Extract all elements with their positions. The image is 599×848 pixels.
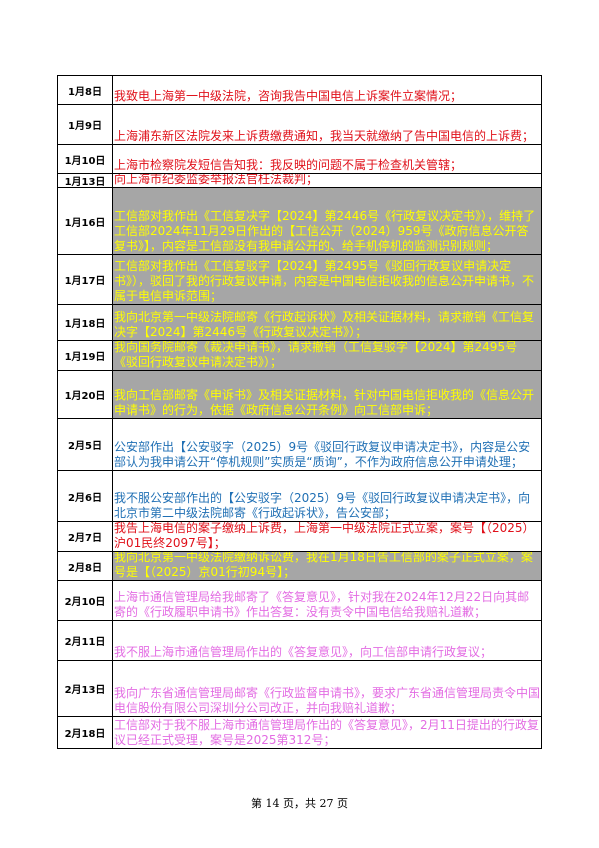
table-row: 2月10日 上海市通信管理局给我邮寄了《答复意见》，针对我在2024年12月22日…: [58, 581, 542, 621]
date-cell: 2月8日: [58, 552, 113, 580]
date-cell: 2月5日: [58, 419, 113, 470]
table-row: 2月7日 我告上海电信的案子缴纳上诉费，上海第一中级法院正式立案，案号【（2025…: [58, 522, 542, 552]
event-cell: 我向国务院邮寄《裁决申请书》，请求撤销（工信复驳字【2024】第2495号《驳回…: [113, 341, 542, 370]
table-row: 1月10日 上海市检察院发短信告知我：我反映的问题不属于检查机关管辖；: [58, 145, 542, 174]
event-cell: 我向北京第一中级法院缴纳诉讼费，我在1月18日告工信部的案子正式立案，案号是【（…: [113, 552, 542, 580]
event-cell: 我致电上海第一中级法院，咨询我告中国电信上诉案件立案情况；: [113, 76, 542, 104]
table-row: 1月18日 我向北京第一中级法院邮寄《行政起诉状》及相关证据材料，请求撤销《工信复…: [58, 305, 542, 341]
table-row: 2月11日 我不服上海市通信管理局作出的《答复意见》，向工信部申请行政复议；: [58, 621, 542, 661]
footer: 第 14 页，共 27 页: [251, 797, 348, 810]
event-cell: 我不服公安部作出的【公安驳字（2025）9号《驳回行政复议申请决定书》，向北京市…: [113, 471, 542, 521]
table-row: 2月18日 工信部对于我不服上海市通信管理局作出的《答复意见》，2月11日提出的行…: [58, 717, 542, 749]
table-row: 2月8日 我向北京第一中级法院缴纳诉讼费，我在1月18日告工信部的案子正式立案，案…: [58, 552, 542, 581]
date-cell: 2月6日: [58, 471, 113, 521]
date-cell: 2月7日: [58, 522, 113, 551]
event-cell: 上海浦东新区法院发来上诉费缴费通知，我当天就缴纳了告中国电信的上诉费；: [113, 105, 542, 144]
date-cell: 1月19日: [58, 341, 113, 370]
date-cell: 1月17日: [58, 255, 113, 304]
date-cell: 1月10日: [58, 145, 113, 173]
date-cell: 1月20日: [58, 371, 113, 418]
table-row: 1月9日 上海浦东新区法院发来上诉费缴费通知，我当天就缴纳了告中国电信的上诉费；: [58, 105, 542, 145]
date-cell: 1月9日: [58, 105, 113, 144]
date-cell: 2月18日: [58, 717, 113, 748]
event-cell: 工信部对我作出《工信复决字【2024】第2446号《行政复议决定书》），维持了工…: [113, 188, 542, 254]
table-row: 2月13日 我向广东省通信管理局邮寄《行政监督申请书》，要求广东省通信管理局责令中…: [58, 661, 542, 717]
table-row: 1月8日 我致电上海第一中级法院，咨询我告中国电信上诉案件立案情况；: [58, 76, 542, 105]
date-cell: 1月8日: [58, 76, 113, 104]
event-cell: 我向广东省通信管理局邮寄《行政监督申请书》，要求广东省通信管理局责令中国电信股份…: [113, 661, 542, 716]
event-cell: 工信部对于我不服上海市通信管理局作出的《答复意见》，2月11日提出的行政复议已经…: [113, 717, 542, 748]
date-cell: 1月16日: [58, 188, 113, 254]
table-row: 1月19日 我向国务院邮寄《裁决申请书》，请求撤销（工信复驳字【2024】第249…: [58, 341, 542, 371]
table-row: 1月16日 工信部对我作出《工信复决字【2024】第2446号《行政复议决定书》）…: [58, 188, 542, 255]
table-row: 2月5日 公安部作出【公安驳字（2025）9号《驳回行政复议申请决定书》，内容是公…: [58, 419, 542, 471]
table-row: 1月20日 我向工信部邮寄《申诉书》及相关证据材料，针对中国电信拒收我的《信息公开…: [58, 371, 542, 419]
event-cell: 公安部作出【公安驳字（2025）9号《驳回行政复议申请决定书》，内容是公安部认为…: [113, 419, 542, 470]
table-row: 1月13日 向上海市纪委监委举报法官枉法裁判；: [58, 174, 542, 188]
event-cell: 上海市通信管理局给我邮寄了《答复意见》，针对我在2024年12月22日向其邮寄的…: [113, 581, 542, 620]
event-cell: 向上海市纪委监委举报法官枉法裁判；: [113, 174, 542, 187]
table-row: 1月17日 工信部对我作出《工信复驳字【2024】第2495号《驳回行政复议申请决…: [58, 255, 542, 305]
event-cell: 我不服上海市通信管理局作出的《答复意见》，向工信部申请行政复议；: [113, 621, 542, 660]
date-cell: 2月11日: [58, 621, 113, 660]
event-cell: 我告上海电信的案子缴纳上诉费，上海第一中级法院正式立案，案号【（2025）沪01…: [113, 522, 542, 551]
table-row: 2月6日 我不服公安部作出的【公安驳字（2025）9号《驳回行政复议申请决定书》，…: [58, 471, 542, 522]
date-cell: 1月18日: [58, 305, 113, 340]
date-cell: 2月13日: [58, 661, 113, 716]
event-cell: 上海市检察院发短信告知我：我反映的问题不属于检查机关管辖；: [113, 145, 542, 173]
date-cell: 1月13日: [58, 174, 113, 187]
date-cell: 2月10日: [58, 581, 113, 620]
event-cell: 我向北京第一中级法院邮寄《行政起诉状》及相关证据材料，请求撤销《工信复决字【20…: [113, 305, 542, 340]
event-cell: 我向工信部邮寄《申诉书》及相关证据材料，针对中国电信拒收我的《信息公开申请书》的…: [113, 371, 542, 418]
table: 1月8日 我致电上海第一中级法院，咨询我告中国电信上诉案件立案情况； 1月9日 上海浦…: [57, 75, 542, 749]
event-cell: 工信部对我作出《工信复驳字【2024】第2495号《驳回行政复议申请决定书》），…: [113, 255, 542, 304]
